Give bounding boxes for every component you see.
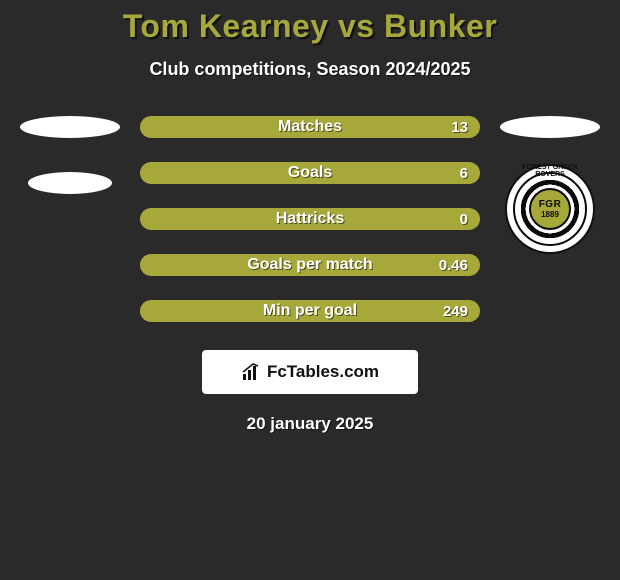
date-line: 20 january 2025 [247,414,374,434]
crest-initials: FGR [539,199,562,210]
brand-box: FcTables.com [202,350,418,394]
right-player-col: FOREST GREEN ROVERS FGR 1889 [500,116,600,322]
stat-bar-hattricks: Hattricks 0 [140,208,480,230]
stat-label: Min per goal [263,302,357,320]
stat-bar-min-per-goal: Min per goal 249 [140,300,480,322]
subtitle: Club competitions, Season 2024/2025 [149,59,470,80]
stat-bar-goals-per-match: Goals per match 0.46 [140,254,480,276]
stat-value: 0 [460,211,468,228]
right-placeholder-ellipse [500,116,600,138]
comparison-card: Tom Kearney vs Bunker Club competitions,… [0,0,620,580]
stat-label: Matches [278,118,342,136]
stat-label: Hattricks [276,210,344,228]
stat-value: 6 [460,165,468,182]
left-player-col [20,116,120,322]
crest-inner: FGR 1889 [529,188,571,230]
content-row: Matches 13 Goals 6 Hattricks 0 Goals per… [0,116,620,322]
bar-chart-icon [241,362,261,382]
stat-value: 249 [443,303,468,320]
left-placeholder-ellipse-1 [20,116,120,138]
stat-label: Goals per match [247,256,372,274]
stat-label: Goals [288,164,332,182]
left-placeholder-ellipse-2 [28,172,112,194]
stat-bar-goals: Goals 6 [140,162,480,184]
stat-bar-matches: Matches 13 [140,116,480,138]
brand-text: FcTables.com [267,362,379,382]
club-crest: FOREST GREEN ROVERS FGR 1889 [505,164,595,254]
crest-year: 1889 [541,210,559,219]
stat-value: 13 [451,119,468,136]
stat-bars: Matches 13 Goals 6 Hattricks 0 Goals per… [140,116,480,322]
page-title: Tom Kearney vs Bunker [123,8,497,45]
stat-value: 0.46 [439,257,468,274]
